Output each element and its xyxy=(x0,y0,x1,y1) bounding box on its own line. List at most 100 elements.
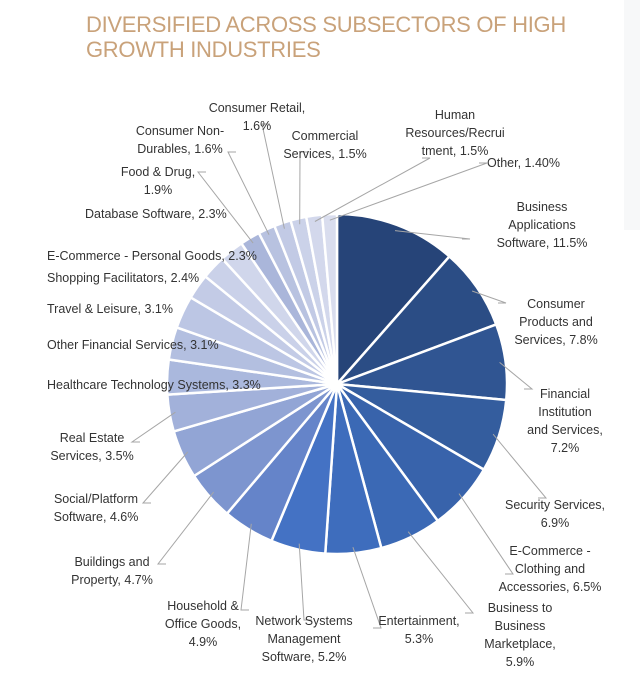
data-label-shopping-facilitators: Shopping Facilitators, 2.4% xyxy=(47,271,199,285)
pie-slice-business-applications-software xyxy=(335,212,451,386)
data-label-database-software: Database Software, 2.3% xyxy=(85,207,227,221)
leader-line-other xyxy=(329,162,488,221)
data-label-line: Consumer xyxy=(527,297,585,311)
data-label-line: Business xyxy=(517,200,568,214)
data-label-line: Property, 4.7% xyxy=(71,573,153,587)
data-label-line: Buildings and xyxy=(74,555,149,569)
data-label-line: Clothing and xyxy=(515,562,585,576)
data-label-line: Financial xyxy=(540,387,590,401)
leader-line-consumer-retail xyxy=(261,123,285,229)
chart-title: DIVERSIFIED ACROSS SUBSECTORS OF HIGH GR… xyxy=(86,12,566,62)
chart-title-line-1: DIVERSIFIED ACROSS SUBSECTORS OF HIGH xyxy=(86,12,566,37)
data-label-buildings-and-property: Buildings and Property, 4.7% xyxy=(71,555,153,587)
data-labels: Business Applications Software, 11.5% Consu… xyxy=(47,101,605,669)
data-label-food-drug: Food & Drug, 1.9% xyxy=(121,165,195,197)
leader-line-security-services xyxy=(492,433,548,499)
leader-line-social-platform-software xyxy=(141,451,189,504)
data-label-line: Commercial xyxy=(292,129,359,143)
page-edge-strip xyxy=(624,0,640,230)
data-label-healthcare-technology-systems: Healthcare Technology Systems, 3.3% xyxy=(47,378,261,392)
data-label-e-commerce-clothing-and-accessories: E-Commerce - Clothing and Accessories, 6.5… xyxy=(499,544,602,594)
data-label-consumer-non-durables: Consumer Non- Durables, 1.6% xyxy=(136,124,224,156)
data-label-line: 1.9% xyxy=(144,183,173,197)
leader-line-real-estate-services xyxy=(130,411,176,443)
data-label-line: Software, 11.5% xyxy=(497,236,588,250)
leader-lines xyxy=(130,123,548,629)
data-label-commercial-services: Commercial Services, 1.5% xyxy=(283,129,366,161)
data-label-line: Office Goods, xyxy=(165,617,241,631)
data-label-line: Institution xyxy=(538,405,592,419)
leader-line-financial-institution-and-services xyxy=(499,362,534,390)
data-label-line: Business to xyxy=(488,601,553,615)
leader-line-consumer-products-and-services xyxy=(471,290,507,304)
leader-line-network-systems-management-software xyxy=(298,543,312,621)
data-label-business-to-business-marketplace: Business to Business Marketplace, 5.9% xyxy=(484,601,556,669)
leader-line-food-drug xyxy=(196,171,254,244)
data-label-line: E-Commerce - Personal Goods, 2.3% xyxy=(47,249,257,263)
data-label-line: Entertainment, xyxy=(378,614,459,628)
data-label-business-applications-software: Business Applications Software, 11.5% xyxy=(497,200,588,250)
data-label-line: Food & Drug, xyxy=(121,165,195,179)
data-label-human-resources-recruitment: Human Resources/Recrui tment, 1.5% xyxy=(405,108,504,158)
data-label-line: E-Commerce - xyxy=(509,544,590,558)
data-label-line: Real Estate xyxy=(60,431,125,445)
leader-line-buildings-and-property xyxy=(156,491,214,565)
data-label-line: Travel & Leisure, 3.1% xyxy=(47,302,173,316)
data-label-line: Durables, 1.6% xyxy=(137,142,222,156)
leader-line-consumer-non-durables xyxy=(227,151,270,235)
data-label-network-systems-management-software: Network Systems Management Software, 5.2% xyxy=(255,614,352,664)
data-label-line: Services, 3.5% xyxy=(50,449,133,463)
data-label-security-services: Security Services, 6.9% xyxy=(505,498,605,530)
data-label-line: 5.9% xyxy=(506,655,535,669)
data-label-line: Healthcare Technology Systems, 3.3% xyxy=(47,378,261,392)
data-label-line: Other Financial Services, 3.1% xyxy=(47,338,219,352)
data-label-line: Resources/Recrui xyxy=(405,126,504,140)
data-label-line: 4.9% xyxy=(189,635,218,649)
data-label-financial-institution-and-services: Financial Institution and Services, 7.2% xyxy=(527,387,603,455)
data-label-line: Shopping Facilitators, 2.4% xyxy=(47,271,199,285)
data-label-line: Household & xyxy=(167,599,239,613)
data-label-line: 7.2% xyxy=(551,441,580,455)
leader-line-business-applications-software xyxy=(394,230,471,240)
leader-line-e-commerce-clothing-and-accessories xyxy=(458,493,514,575)
data-label-line: 5.3% xyxy=(405,632,434,646)
data-label-line: Consumer Retail, xyxy=(209,101,306,115)
data-label-line: Software, 5.2% xyxy=(262,650,347,664)
data-label-line: Marketplace, xyxy=(484,637,556,651)
data-label-household-office-goods: Household & Office Goods, 4.9% xyxy=(165,599,241,649)
data-label-line: Network Systems xyxy=(255,614,352,628)
data-label-e-commerce-personal-goods: E-Commerce - Personal Goods, 2.3% xyxy=(47,249,257,263)
data-label-consumer-products-and-services: Consumer Products and Services, 7.8% xyxy=(514,297,597,347)
leader-line-commercial-services xyxy=(299,151,308,225)
data-label-line: 1.6% xyxy=(243,119,272,133)
chart-title-line-2: GROWTH INDUSTRIES xyxy=(86,37,321,62)
pie-slice-other xyxy=(320,212,339,386)
leader-line-human-resources-recruitment xyxy=(314,157,431,222)
data-label-line: Human xyxy=(435,108,475,122)
data-label-line: Accessories, 6.5% xyxy=(499,580,602,594)
data-label-line: Security Services, xyxy=(505,498,605,512)
data-label-line: Database Software, 2.3% xyxy=(85,207,227,221)
leader-line-business-to-business-marketplace xyxy=(407,531,475,614)
data-label-travel-leisure: Travel & Leisure, 3.1% xyxy=(47,302,173,316)
data-label-line: tment, 1.5% xyxy=(422,144,489,158)
data-label-other-financial-services: Other Financial Services, 3.1% xyxy=(47,338,219,352)
data-label-line: Applications xyxy=(508,218,575,232)
pie-slices xyxy=(165,212,509,556)
data-label-line: and Services, xyxy=(527,423,603,437)
data-label-line: 6.9% xyxy=(541,516,570,530)
leader-line-household-office-goods xyxy=(240,523,252,611)
data-label-consumer-retail: Consumer Retail, 1.6% xyxy=(209,101,306,133)
data-label-line: Social/Platform xyxy=(54,492,138,506)
data-label-line: Services, 1.5% xyxy=(283,147,366,161)
data-label-line: Business xyxy=(495,619,546,633)
data-label-social-platform-software: Social/Platform Software, 4.6% xyxy=(54,492,139,524)
data-label-line: Other, 1.40% xyxy=(487,156,560,170)
leader-line-entertainment xyxy=(352,547,382,629)
data-label-line: Products and xyxy=(519,315,593,329)
data-label-line: Management xyxy=(268,632,341,646)
data-label-line: Consumer Non- xyxy=(136,124,224,138)
data-label-entertainment: Entertainment, 5.3% xyxy=(378,614,459,646)
data-label-line: Software, 4.6% xyxy=(54,510,139,524)
